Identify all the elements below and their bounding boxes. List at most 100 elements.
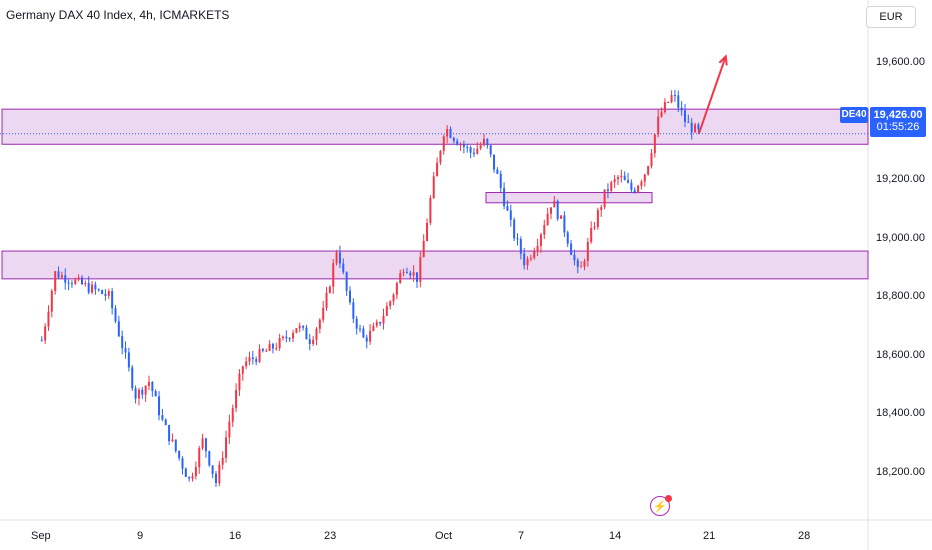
candle-body: [47, 311, 50, 327]
candle-body: [442, 136, 445, 151]
candle-body: [405, 272, 408, 274]
y-tick-label: 18,400.00: [876, 407, 925, 419]
candle-body: [275, 348, 278, 350]
candle-body: [610, 182, 613, 191]
candle-body: [633, 189, 636, 193]
candle-body: [472, 152, 475, 154]
candle-body: [231, 408, 234, 422]
candle-body: [526, 258, 529, 266]
candle-body: [121, 336, 124, 349]
y-tick-label: 19,600.00: [876, 56, 925, 68]
candle-body: [70, 283, 73, 285]
candle-body: [466, 146, 469, 148]
candle-body: [446, 128, 449, 137]
current-price-tag: 19,426.00 01:55:26: [870, 107, 926, 137]
candle-body: [519, 239, 522, 254]
candle-body: [570, 243, 573, 255]
candle-body: [479, 145, 482, 149]
candle-body: [385, 306, 388, 316]
x-tick-label: 28: [798, 530, 811, 542]
candle-body: [127, 352, 130, 368]
support-resistance-zone: [1, 108, 869, 145]
candle-body: [111, 291, 114, 309]
candle-body: [419, 257, 422, 282]
candle-body: [493, 154, 496, 170]
candle-body: [355, 318, 358, 329]
x-tick-label: 21: [703, 530, 716, 542]
candle-body: [509, 210, 512, 220]
candle-body: [338, 252, 341, 264]
candle-body: [204, 438, 207, 452]
candle-body: [181, 458, 184, 469]
candle-body: [278, 338, 281, 349]
currency-button[interactable]: EUR: [866, 6, 916, 28]
candle-body: [117, 321, 120, 337]
x-tick-label: Oct: [435, 530, 453, 542]
candle-body: [529, 257, 532, 259]
candle-body: [97, 289, 100, 291]
candle-body: [630, 182, 633, 190]
candle-body: [482, 138, 485, 146]
candle-body: [104, 294, 107, 296]
candle-body: [255, 359, 258, 362]
x-tick-label: 9: [137, 530, 144, 542]
candle-body: [91, 284, 94, 293]
candle-body: [178, 450, 181, 459]
symbol-tag: DE40: [840, 107, 868, 123]
candle-body: [436, 162, 439, 177]
candle-body: [74, 279, 77, 284]
candle-body: [352, 302, 355, 319]
candle-body: [613, 179, 616, 183]
chart-title: Germany DAX 40 Index, 4h, ICMARKETS: [6, 8, 230, 22]
candle-body: [409, 272, 412, 276]
candle-body: [60, 275, 63, 278]
candle-body: [560, 215, 563, 219]
candle-body: [459, 144, 462, 146]
candle-body: [640, 181, 643, 186]
projection-arrow-head: [718, 54, 728, 66]
candle-body: [566, 232, 569, 244]
candle-body: [114, 308, 117, 322]
y-tick-label: 19,000.00: [876, 232, 925, 244]
candle-body: [50, 290, 53, 312]
candle-body: [67, 282, 70, 284]
candle-body: [697, 124, 700, 130]
candle-body: [137, 389, 140, 399]
candle-body: [235, 389, 238, 409]
candle-body: [600, 207, 603, 211]
candle-body: [168, 425, 171, 442]
candle-body: [680, 107, 683, 111]
candle-body: [620, 175, 623, 178]
candle-body: [188, 476, 191, 479]
candle-body: [580, 266, 583, 268]
candle-body: [670, 95, 673, 102]
candle-body: [369, 330, 372, 342]
candle-body: [677, 95, 680, 108]
candle-body: [583, 261, 586, 267]
candle-body: [325, 292, 328, 308]
candle-body: [271, 343, 274, 349]
y-tick-label: 18,600.00: [876, 349, 925, 361]
y-tick-label: 18,800.00: [876, 290, 925, 302]
lightning-icon[interactable]: ⚡: [650, 495, 672, 516]
candle-body: [603, 189, 606, 208]
candle-body: [422, 241, 425, 258]
candle-body: [141, 389, 144, 395]
candle-body: [469, 147, 472, 153]
candle-body: [643, 174, 646, 182]
candle-body: [54, 271, 57, 291]
x-tick-label: 23: [324, 530, 337, 542]
candle-body: [40, 340, 43, 342]
candle-body: [101, 290, 104, 295]
candle-body: [241, 366, 244, 374]
candle-body: [382, 315, 385, 324]
candle-body: [573, 254, 576, 261]
candle-body: [261, 349, 264, 351]
candle-body: [576, 260, 579, 267]
candle-body: [616, 177, 619, 180]
candle-body: [372, 325, 375, 331]
candle-body: [57, 271, 60, 278]
candle-body: [298, 325, 301, 329]
